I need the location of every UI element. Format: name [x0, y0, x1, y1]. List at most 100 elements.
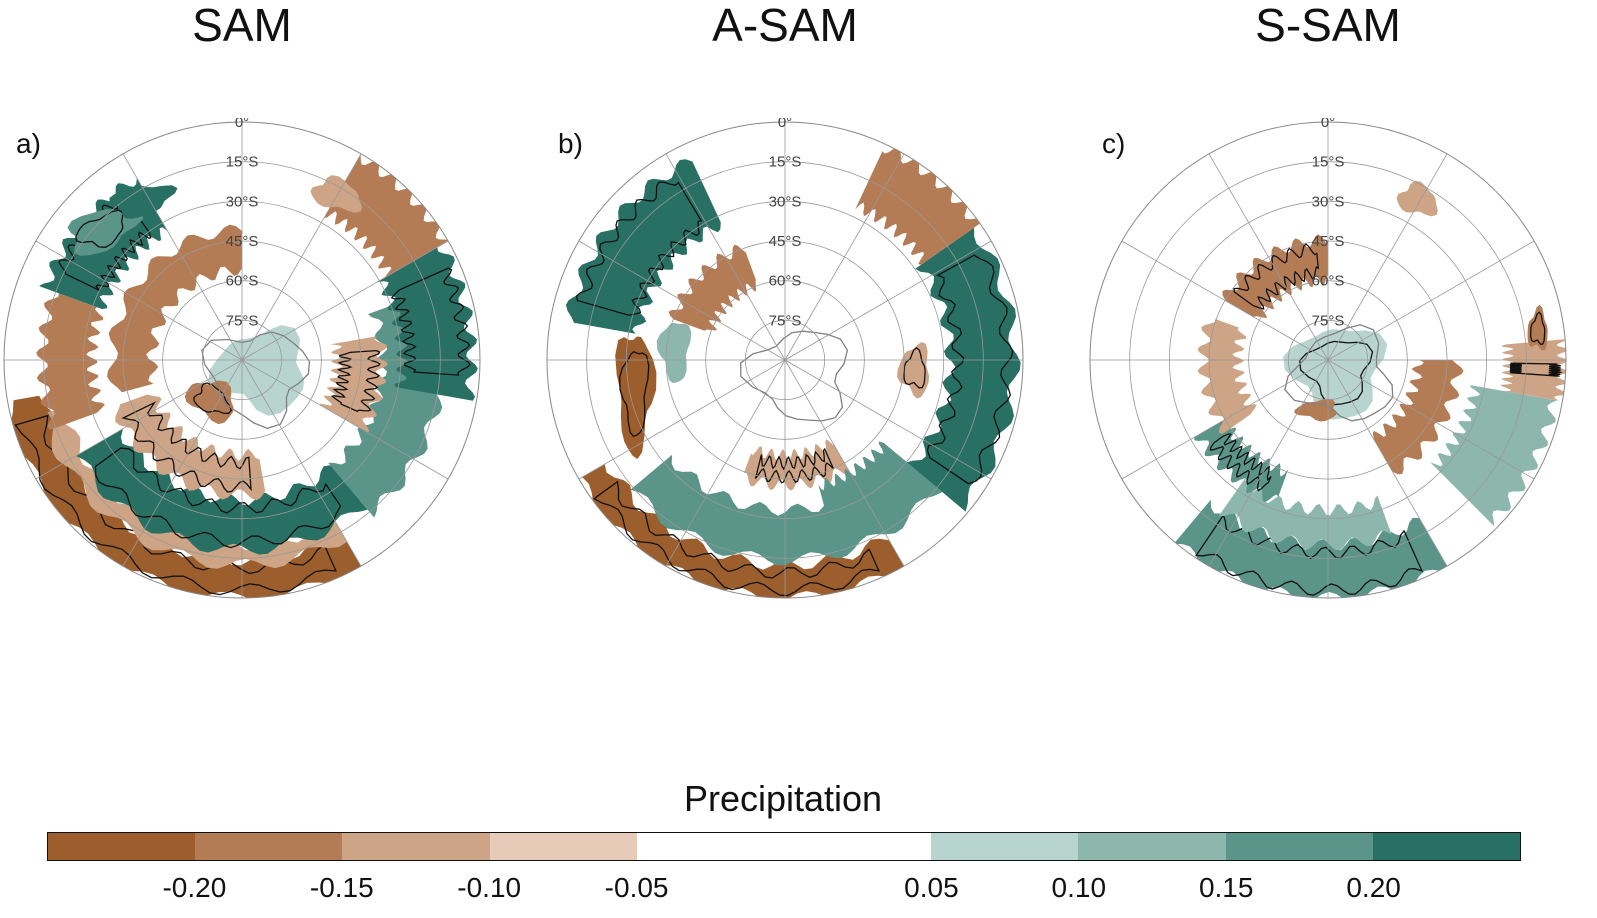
significance-contour [903, 346, 926, 389]
precipitation-anomaly-region [1194, 418, 1289, 503]
meridian-line [241, 240, 449, 361]
significance-contour [592, 480, 880, 597]
latitude-label: 60°S [1312, 273, 1345, 290]
latitude-label: 15°S [1312, 154, 1345, 171]
precipitation-anomaly-region [324, 154, 450, 278]
meridian-line [122, 153, 243, 361]
significance-contour [1233, 243, 1320, 310]
colorbar-segment [784, 833, 932, 860]
panel-title-s-sam: S-SAM [1255, 0, 1401, 51]
meridian-line [1208, 153, 1329, 361]
colorbar-tick-label: 0.20 [1346, 872, 1401, 903]
precipitation-anomaly-region [1197, 319, 1257, 434]
meridian-line [1208, 359, 1329, 567]
precipitation-anomaly-region [1500, 339, 1566, 401]
meridian-line [665, 359, 786, 567]
latitude-label: 30°S [1312, 193, 1345, 210]
precipitation-anomaly-region [1527, 304, 1548, 351]
meridian-line [1121, 359, 1329, 480]
precipitation-anomaly-region [109, 185, 178, 219]
colorbar-segment [1078, 833, 1226, 860]
colorbar-tick-label: 0.15 [1198, 872, 1254, 903]
colorbar-tick-label: 0.10 [1051, 872, 1107, 903]
precipitation-anomaly-region [1218, 478, 1392, 551]
colorbar-tick-label: -0.15 [309, 872, 374, 903]
colorbar-segment [48, 833, 196, 860]
precipitation-anomaly-region [107, 224, 242, 393]
meridian-line [784, 359, 905, 567]
latitude-label: 60°S [226, 273, 259, 290]
meridian-line [122, 359, 243, 567]
meridian-line [665, 153, 786, 361]
latitude-label: 0° [235, 118, 249, 131]
meridian-line [784, 240, 992, 361]
meridian-line [784, 153, 905, 361]
latitude-label: 75°S [1312, 312, 1345, 329]
map-grid [4, 122, 480, 598]
precipitation-anomaly-region [75, 428, 368, 555]
antarctica-coastline [740, 330, 849, 422]
colorbar-segment [1372, 833, 1521, 860]
precipitation-anomaly-region [818, 441, 916, 522]
colorbar-segment [342, 833, 490, 860]
meridian-line [1327, 240, 1535, 361]
significance-contour [619, 351, 650, 438]
antarctica-coastline [1284, 324, 1394, 422]
latitude-label: 30°S [226, 193, 259, 210]
colorbar-segment [1225, 833, 1373, 860]
meridian-line [578, 359, 786, 480]
precipitation-anomaly-region [582, 464, 907, 598]
significance-contour [390, 267, 471, 376]
meridian-line [241, 359, 449, 480]
significance-contour [330, 349, 381, 413]
significance-contour [926, 254, 1014, 485]
latitude-label: 75°S [769, 312, 802, 329]
precipitation-anomaly-region [565, 159, 721, 334]
significance-contour [1509, 362, 1563, 377]
panel-title-a-sam: A-SAM [712, 0, 858, 51]
significance-contour [1209, 433, 1272, 492]
latitude-label: 60°S [769, 273, 802, 290]
colorbar-segment [489, 833, 637, 860]
precipitation-anomaly-region [1173, 499, 1450, 598]
colorbar-tick-label: 0.05 [904, 872, 959, 903]
antarctica-coastline [201, 331, 311, 429]
latitude-label: 0° [1321, 118, 1335, 131]
colorbar [47, 832, 1521, 861]
precipitation-anomaly-region [1372, 360, 1464, 475]
panel-label-b: b) [558, 128, 583, 159]
significance-contour [1530, 311, 1546, 345]
colorbar-tick-label: -0.20 [162, 872, 227, 903]
latitude-label: 30°S [769, 193, 802, 210]
precipitation-anomaly-region [906, 227, 1021, 512]
colorbar-segment [931, 833, 1079, 860]
colorbar-segment [636, 833, 785, 860]
precipitation-anomaly-region [656, 322, 692, 384]
panel-label-a: a) [16, 128, 41, 159]
precipitation-anomaly-region [763, 319, 844, 411]
colorbar-tick-label: -0.05 [604, 872, 669, 903]
panel-title-sam: SAM [192, 0, 292, 51]
latitude-label: 45°S [769, 233, 802, 250]
latitude-label: 15°S [769, 154, 802, 171]
panel-label-c: c) [1102, 128, 1126, 159]
map-boundary [546, 121, 1024, 599]
meridian-line [241, 359, 362, 567]
meridian-line [241, 153, 362, 361]
meridian-line [1327, 153, 1448, 361]
map-boundary [1089, 121, 1567, 599]
colorbar-tick-label: -0.10 [457, 872, 522, 903]
polar-map-s-sam: 0° 15°S 30°S 45°S 60°S 75°S [1089, 118, 1567, 599]
precipitation-anomaly-region [310, 175, 363, 213]
polar-map-a-sam: 0° 15°S 30°S 45°S 60°S 75°S [546, 118, 1024, 599]
meridian-line [1327, 359, 1535, 480]
precipitation-anomaly-region [668, 244, 757, 331]
map-grid [1090, 122, 1566, 598]
polar-map-sam: 0° 15°S 30°S 45°S 60°S 75°S [3, 118, 481, 599]
latitude-label: 75°S [226, 312, 259, 329]
meridian-line [1121, 240, 1329, 361]
colorbar-title: Precipitation [683, 778, 883, 819]
latitude-label: 15°S [226, 154, 259, 171]
precipitation-anomaly-region [855, 147, 982, 265]
meridian-line [35, 240, 243, 361]
